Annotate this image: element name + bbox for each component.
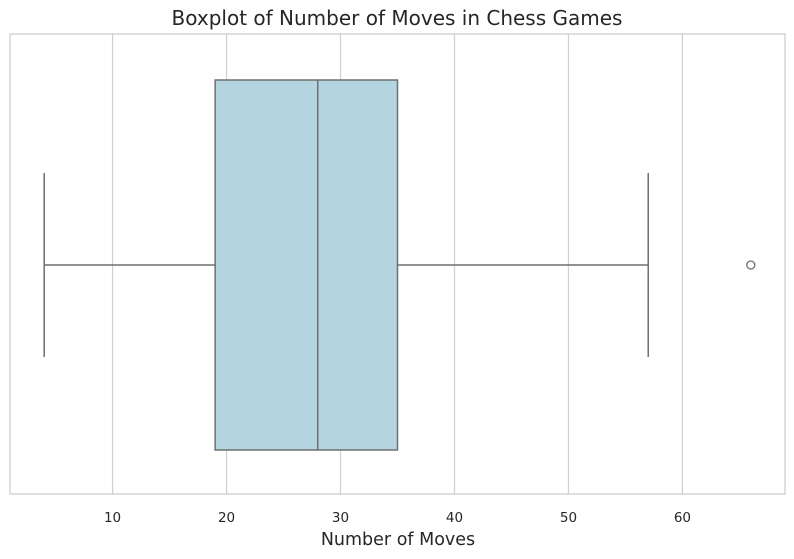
iqr-box: [214, 79, 399, 451]
outlier-point-0: [746, 260, 756, 270]
x-tick-label-20: 20: [218, 510, 235, 526]
chart-title: Boxplot of Number of Moves in Chess Game…: [172, 6, 623, 30]
x-axis-label: Number of Moves: [321, 530, 475, 550]
x-tick-label-30: 30: [332, 510, 349, 526]
box-group: [43, 79, 756, 451]
x-tick-labels: 10 20 30 40 50 60: [104, 510, 691, 526]
x-tick-label-40: 40: [446, 510, 463, 526]
x-tick-label-50: 50: [560, 510, 577, 526]
plot-frame: [9, 33, 786, 495]
x-tick-label-10: 10: [104, 510, 121, 526]
x-tick-label-60: 60: [674, 510, 691, 526]
